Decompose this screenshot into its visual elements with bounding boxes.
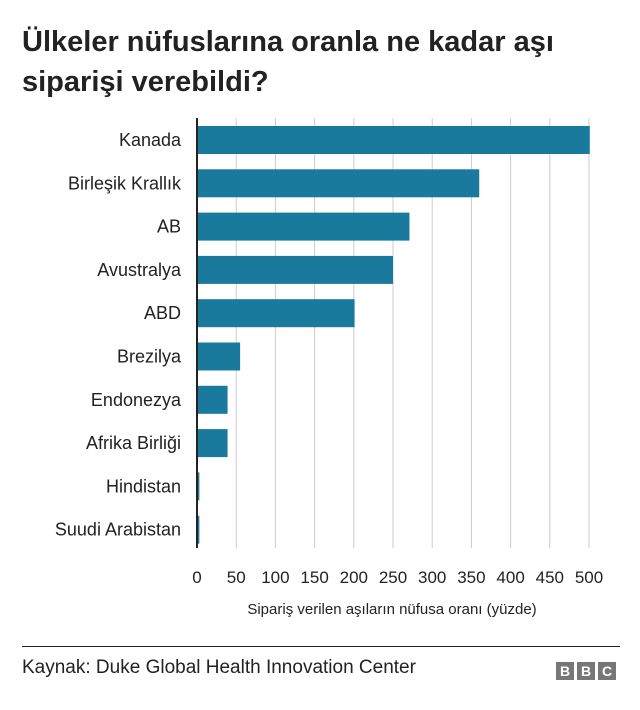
bbc-logo-letter: B (577, 662, 595, 680)
x-tick-label: 250 (379, 568, 407, 587)
category-label: Avustralya (97, 260, 182, 280)
bar (197, 385, 228, 414)
category-label: Suudi Arabistan (55, 520, 181, 540)
bar (197, 342, 241, 371)
bar (197, 126, 590, 154)
category-labels: Kanada Birleşik Krallık AB Avustralya ABD Bre… (55, 130, 182, 540)
bar (197, 255, 393, 284)
bbc-logo-letter: C (598, 662, 616, 680)
bar (197, 472, 200, 501)
x-tick-label: 200 (340, 568, 368, 587)
x-tick-label: 0 (192, 568, 201, 587)
category-label: Endonezya (91, 390, 182, 410)
x-tick-label: 100 (261, 568, 289, 587)
bbc-logo-letter: B (556, 662, 574, 680)
bar (197, 515, 200, 544)
bar (197, 212, 410, 241)
category-label: ABD (144, 303, 181, 323)
category-label: Hindistan (106, 476, 181, 496)
x-tick-label: 50 (227, 568, 246, 587)
bars (197, 126, 590, 544)
source-text: Kaynak: Duke Global Health Innovation Ce… (22, 657, 416, 678)
x-tick-labels: 0 50 100 150 200 250 300 350 400 450 500 (192, 568, 603, 587)
x-tick-label: 350 (457, 568, 485, 587)
x-tick-label: 300 (418, 568, 446, 587)
x-tick-label: 400 (496, 568, 524, 587)
category-label: Kanada (119, 130, 182, 150)
bar (197, 429, 228, 458)
x-tick-label: 150 (300, 568, 328, 587)
bar (197, 299, 355, 328)
category-label: AB (157, 217, 181, 237)
footer-divider (22, 646, 620, 647)
x-tick-label: 450 (536, 568, 564, 587)
category-label: Birleşik Krallık (68, 173, 182, 193)
category-label: Afrika Birliği (86, 433, 181, 453)
x-axis-label: Sipariş verilen aşıların nüfusa oranı (y… (247, 601, 536, 618)
bar-chart: Kanada Birleşik Krallık AB Avustralya ABD Bre… (55, 118, 603, 618)
chart-title: Ülkeler nüfuslarına oranla ne kadar aşı … (22, 26, 554, 98)
x-tick-label: 500 (575, 568, 603, 587)
bar (197, 169, 480, 198)
category-label: Brezilya (117, 347, 182, 367)
